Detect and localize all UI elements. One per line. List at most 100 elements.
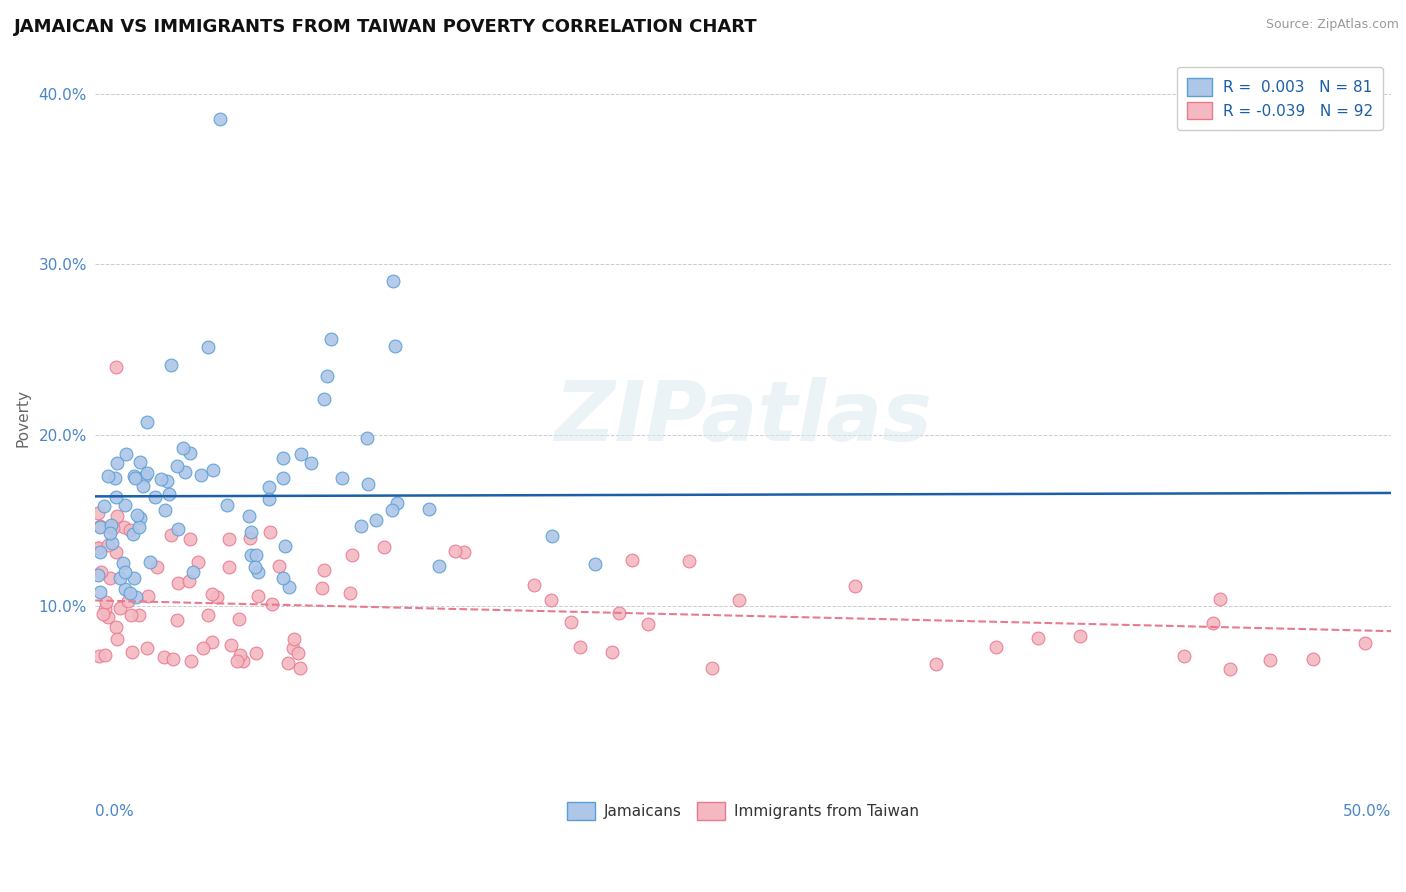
Point [259, 492, 281, 507]
Point [197, 340, 219, 354]
Point [600, 645, 623, 659]
Point [149, 472, 172, 486]
Point [245, 647, 267, 661]
Point [190, 467, 212, 482]
Point [128, 607, 150, 622]
Point [104, 471, 127, 485]
Point [112, 557, 135, 571]
Point [257, 480, 280, 494]
Point [94, 648, 117, 662]
Legend: Jamaicans, Immigrants from Taiwan: Jamaicans, Immigrants from Taiwan [561, 796, 925, 826]
Point [201, 587, 224, 601]
Point [129, 510, 152, 524]
Point [160, 527, 183, 541]
Point [225, 654, 247, 668]
Point [232, 654, 254, 668]
Point [1209, 592, 1232, 607]
Point [101, 521, 124, 535]
Point [89, 545, 111, 559]
Point [339, 586, 361, 600]
Point [118, 585, 141, 599]
Point [166, 613, 188, 627]
Point [283, 632, 305, 647]
Point [87, 506, 110, 520]
Point [105, 632, 128, 647]
Point [121, 527, 143, 541]
Point [112, 520, 135, 534]
Point [373, 541, 395, 555]
Point [271, 571, 294, 585]
Point [316, 368, 339, 383]
Point [311, 581, 333, 595]
Point [219, 638, 242, 652]
Point [120, 607, 142, 622]
Point [205, 590, 228, 604]
Point [271, 450, 294, 465]
Point [128, 519, 150, 533]
Point [98, 571, 121, 585]
Point [1026, 631, 1049, 645]
Point [136, 415, 159, 429]
Point [1202, 615, 1225, 630]
Point [98, 520, 121, 534]
Point [1219, 662, 1241, 676]
Point [278, 580, 301, 594]
Point [357, 476, 380, 491]
Text: 0.0%: 0.0% [96, 804, 134, 819]
Point [89, 519, 111, 533]
Point [418, 501, 440, 516]
Point [167, 522, 190, 536]
Point [90, 566, 112, 580]
Point [160, 358, 183, 372]
Point [132, 479, 155, 493]
Point [139, 556, 162, 570]
Point [105, 508, 128, 523]
Point [127, 508, 149, 522]
Point [156, 474, 179, 488]
Point [121, 645, 143, 659]
Point [925, 657, 948, 671]
Point [134, 468, 156, 483]
Point [381, 503, 404, 517]
Point [312, 563, 335, 577]
Point [93, 601, 115, 615]
Point [179, 446, 201, 460]
Point [246, 590, 269, 604]
Point [287, 646, 309, 660]
Point [1173, 648, 1195, 663]
Point [568, 640, 591, 654]
Point [1069, 629, 1091, 643]
Point [262, 597, 284, 611]
Point [1258, 652, 1281, 666]
Point [94, 595, 117, 609]
Point [91, 607, 114, 621]
Point [122, 468, 145, 483]
Point [607, 606, 630, 620]
Point [87, 649, 110, 664]
Point [187, 555, 209, 569]
Point [96, 538, 118, 552]
Point [208, 112, 231, 127]
Point [239, 548, 262, 562]
Point [259, 524, 281, 539]
Point [342, 548, 364, 562]
Point [385, 496, 408, 510]
Point [540, 529, 562, 543]
Point [174, 465, 197, 479]
Point [728, 593, 751, 607]
Point [166, 459, 188, 474]
Point [97, 609, 120, 624]
Point [143, 490, 166, 504]
Text: 50.0%: 50.0% [1343, 804, 1391, 819]
Point [153, 502, 176, 516]
Point [201, 635, 224, 649]
Point [620, 553, 643, 567]
Point [382, 274, 405, 288]
Point [312, 392, 335, 407]
Point [678, 554, 700, 568]
Point [93, 499, 115, 513]
Point [271, 471, 294, 485]
Point [157, 487, 180, 501]
Point [101, 536, 124, 550]
Point [290, 447, 312, 461]
